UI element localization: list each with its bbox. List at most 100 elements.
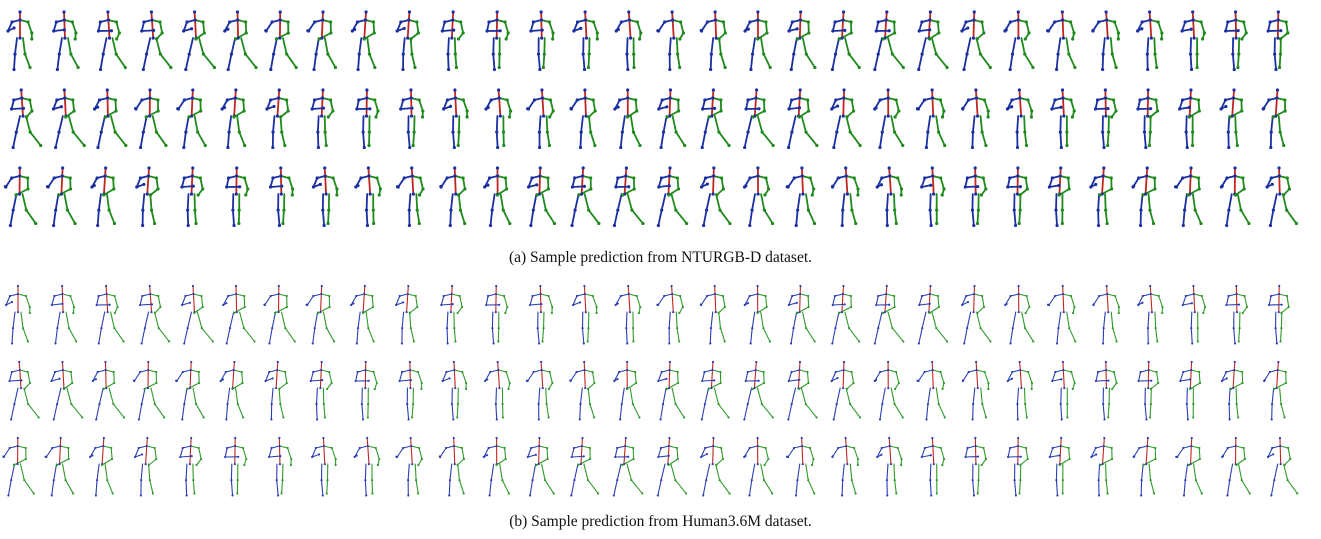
skeleton-frame <box>742 166 775 228</box>
skeleton-frame <box>439 166 467 228</box>
skeleton-frame <box>961 88 990 150</box>
skeleton-frame <box>134 88 168 150</box>
skeleton-frame <box>920 436 946 497</box>
skeleton-frame <box>1181 284 1207 345</box>
skeleton-frame <box>3 166 38 228</box>
skeleton-frame <box>2 436 35 497</box>
skeleton-frame <box>399 88 425 150</box>
skeleton-frame <box>140 10 173 72</box>
skeleton-frame <box>265 88 290 150</box>
skeleton-frame <box>656 284 685 345</box>
skeleton-frame <box>264 10 298 72</box>
skeleton-frame <box>132 360 166 421</box>
skeleton-frame <box>700 360 730 421</box>
skeleton-frame <box>354 360 378 421</box>
skeleton-frame <box>699 166 732 228</box>
skeleton-frame <box>441 360 468 421</box>
skeleton-frame <box>1220 360 1244 421</box>
skeleton-frame <box>1090 436 1114 497</box>
skeleton-frame <box>440 284 464 345</box>
skeleton-frame <box>52 10 80 72</box>
skeleton-frame <box>176 88 207 150</box>
skeleton-frame <box>1051 360 1076 421</box>
skeleton-frame <box>830 360 862 421</box>
skeleton-frame <box>1224 10 1248 72</box>
skeleton-frame <box>830 10 861 72</box>
skeleton-frame <box>656 166 689 228</box>
skeleton-frame <box>225 166 250 228</box>
skeleton-frame <box>1004 284 1035 345</box>
skeleton-frame <box>1137 360 1160 421</box>
skeleton-frame <box>1046 10 1077 72</box>
skeleton-frame <box>484 360 511 421</box>
skeleton-frame <box>1089 166 1114 228</box>
skeleton-frame <box>180 166 205 228</box>
skeleton-frame <box>311 436 337 497</box>
skeleton-frame <box>50 284 78 345</box>
skeleton-frame <box>657 88 687 150</box>
skeleton-frame <box>1266 436 1299 497</box>
skeleton-frame <box>350 10 377 72</box>
figure-panel-a <box>0 0 1321 240</box>
skeleton-frame <box>175 360 205 421</box>
skeleton-frame <box>916 360 946 421</box>
skeleton-frame <box>961 284 992 345</box>
skeleton-frame <box>1175 436 1203 497</box>
skeleton-frame <box>222 284 256 345</box>
skeleton-frame <box>960 10 992 72</box>
skeleton-frame <box>264 360 288 421</box>
skeleton-frame <box>1046 284 1077 345</box>
skeleton-sequence-grid-a <box>3 10 1298 228</box>
skeleton-frame <box>51 88 86 150</box>
skeleton-frame <box>1219 166 1251 228</box>
skeleton-frame <box>743 436 774 497</box>
skeleton-frame <box>6 10 34 72</box>
skeleton-frame <box>138 284 171 345</box>
skeleton-frame <box>350 284 375 345</box>
skeleton-frame <box>526 436 555 497</box>
skeleton-frame <box>311 166 339 228</box>
skeleton-frame <box>398 360 423 421</box>
skeleton-frame <box>873 284 905 345</box>
skeleton-frame <box>485 284 509 345</box>
skeleton-frame <box>831 284 861 345</box>
skeleton-frame <box>614 284 642 345</box>
skeleton-frame <box>1136 88 1160 150</box>
skeleton-frame <box>395 10 420 72</box>
skeleton-frame <box>612 436 644 497</box>
skeleton-frame <box>224 436 248 497</box>
skeleton-frame <box>96 10 127 72</box>
skeleton-frame <box>873 10 905 72</box>
skeleton-frame <box>569 88 597 150</box>
caption-b: (b) Sample prediction from Human3.6M dat… <box>509 513 812 530</box>
skeleton-frame <box>787 10 817 72</box>
skeleton-frame <box>876 436 903 497</box>
skeleton-frame <box>830 166 860 228</box>
skeleton-frame <box>1179 360 1202 421</box>
skeleton-frame <box>1132 436 1157 497</box>
skeleton-frame <box>1050 88 1076 150</box>
skeleton-frame <box>917 284 949 345</box>
skeleton-frame <box>1267 284 1290 345</box>
skeleton-frame <box>915 88 947 150</box>
skeleton-frame <box>484 88 513 150</box>
skeleton-frame <box>89 436 114 497</box>
skeleton-frame <box>442 88 469 150</box>
skeleton-frame <box>743 10 772 72</box>
skeleton-frame <box>785 436 816 497</box>
skeleton-frame <box>1091 10 1121 72</box>
skeleton-frame <box>743 284 771 345</box>
skeleton-frame <box>1092 284 1121 345</box>
skeleton-frame <box>1047 166 1071 228</box>
skeleton-frame <box>1136 10 1164 72</box>
skeleton-frame <box>1005 88 1034 150</box>
skeleton-frame <box>268 436 293 497</box>
skeleton-frame <box>572 284 598 345</box>
skeleton-frame <box>873 88 905 150</box>
skeleton-frame <box>1006 360 1034 421</box>
skeleton-frame <box>1180 10 1207 72</box>
skeleton-frame <box>964 436 988 497</box>
skeleton-frame <box>133 436 158 497</box>
skeleton-frame <box>305 284 336 345</box>
skeleton-frame <box>91 360 126 421</box>
